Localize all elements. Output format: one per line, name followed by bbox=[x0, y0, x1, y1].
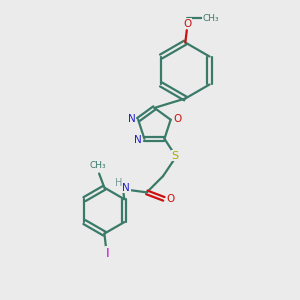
Text: N: N bbox=[122, 183, 130, 193]
Text: N: N bbox=[134, 135, 142, 145]
Text: I: I bbox=[106, 247, 109, 260]
Text: CH₃: CH₃ bbox=[202, 14, 219, 23]
Text: H: H bbox=[115, 178, 122, 188]
Text: O: O bbox=[183, 19, 191, 29]
Text: N: N bbox=[128, 114, 136, 124]
Text: CH₃: CH₃ bbox=[89, 161, 106, 170]
Text: O: O bbox=[173, 114, 181, 124]
Text: O: O bbox=[166, 194, 175, 204]
Text: S: S bbox=[171, 151, 178, 160]
